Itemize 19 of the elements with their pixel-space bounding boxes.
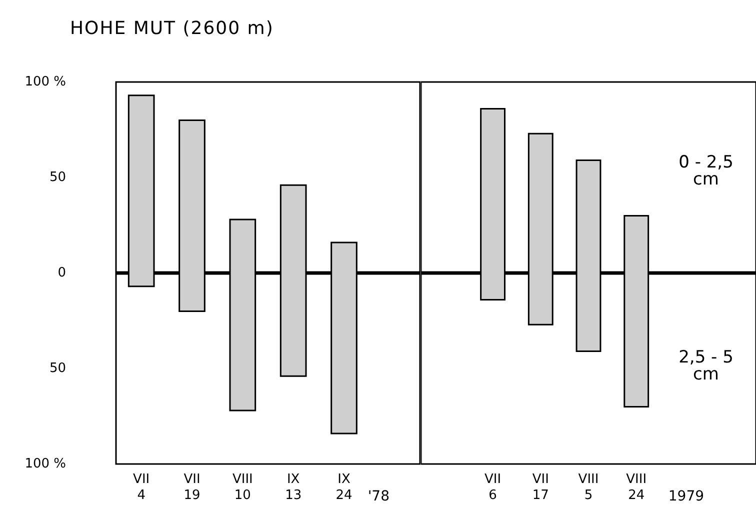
x-tick-label: IX 13 — [285, 472, 302, 503]
y-tick-label: 50 — [49, 360, 66, 376]
x-tick-label: VII 17 — [532, 472, 549, 503]
x-tick-label: VII 19 — [184, 472, 200, 503]
chart-title: HOHE MUT (2600 m) — [70, 18, 274, 39]
x-tick-label: VII 6 — [484, 472, 502, 503]
x-tick-label: VII 4 — [133, 472, 150, 503]
x-tick-label: VIII 5 — [578, 472, 599, 503]
annotation: 0 - 2,5 cm — [678, 152, 734, 190]
text: 1979 — [668, 488, 704, 505]
y-tick-label: 100 % — [24, 74, 66, 90]
x-tick-label: VIII 24 — [626, 472, 647, 503]
y-tick-label: 100 % — [24, 456, 66, 472]
annotation: 2,5 - 5 cm — [678, 347, 734, 384]
y-tick-label: 50 — [49, 170, 66, 185]
x-tick-label: IX 24 — [336, 472, 352, 503]
text: '78 — [368, 488, 390, 505]
y-tick-label: 0 — [58, 265, 66, 280]
x-tick-label: VIII 10 — [232, 472, 253, 503]
